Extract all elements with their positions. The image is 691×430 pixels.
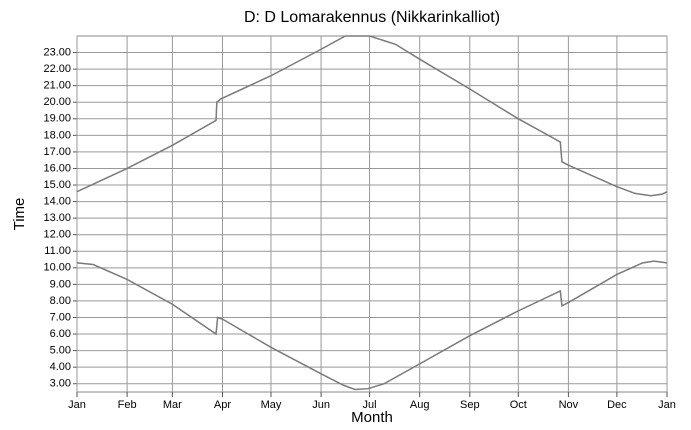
y-tick-label: 14.00 bbox=[43, 195, 71, 207]
y-tick-label: 12.00 bbox=[43, 229, 71, 241]
y-tick-label: 17.00 bbox=[43, 146, 71, 158]
chart-title: D: D Lomarakennus (Nikkarinkalliot) bbox=[244, 9, 500, 26]
y-tick-label: 22.00 bbox=[43, 63, 71, 75]
x-tick-label: Nov bbox=[559, 399, 579, 411]
x-tick-label: Jan bbox=[68, 399, 86, 411]
series-line bbox=[76, 35, 668, 197]
y-tick-label: 19.00 bbox=[43, 113, 71, 125]
y-tick-label: 23.00 bbox=[43, 46, 71, 58]
y-tick-label: 16.00 bbox=[43, 162, 71, 174]
y-tick-label: 9.00 bbox=[50, 278, 71, 290]
x-axis-title: Month bbox=[351, 409, 393, 426]
y-tick-label: 4.00 bbox=[50, 361, 71, 373]
y-tick-label: 18.00 bbox=[43, 129, 71, 141]
x-tick-label: Dec bbox=[607, 399, 627, 411]
x-tick-label: Aug bbox=[410, 399, 430, 411]
series-line bbox=[76, 260, 668, 391]
y-tick-label: 3.00 bbox=[50, 378, 71, 390]
y-tick-label: 21.00 bbox=[43, 80, 71, 92]
y-axis-title: Time bbox=[11, 198, 28, 231]
y-tick-label: 15.00 bbox=[43, 179, 71, 191]
y-tick-label: 5.00 bbox=[50, 345, 71, 357]
y-tick-label: 10.00 bbox=[43, 262, 71, 274]
x-tick-label: Apr bbox=[214, 399, 231, 411]
x-tick-label: Sep bbox=[460, 399, 480, 411]
x-tick-label: Jan bbox=[658, 399, 676, 411]
x-tick-label: May bbox=[261, 399, 282, 411]
x-tick-label: Oct bbox=[510, 399, 527, 411]
x-tick-label: Jun bbox=[312, 399, 330, 411]
y-tick-label: 6.00 bbox=[50, 328, 71, 340]
x-tick-label: Feb bbox=[118, 399, 137, 411]
x-tick-label: Jul bbox=[363, 399, 377, 411]
y-tick-label: 20.00 bbox=[43, 96, 71, 108]
y-tick-label: 11.00 bbox=[44, 245, 71, 257]
y-tick-label: 7.00 bbox=[50, 311, 71, 323]
y-tick-label: 8.00 bbox=[50, 295, 71, 307]
plot-area bbox=[76, 35, 668, 393]
y-tick-label: 13.00 bbox=[43, 212, 71, 224]
x-tick-label: Mar bbox=[163, 399, 182, 411]
